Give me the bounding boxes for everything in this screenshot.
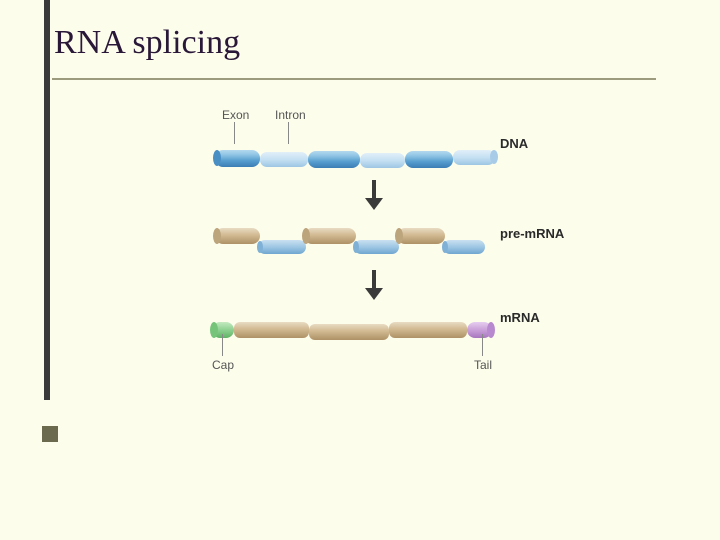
premrna-strand — [210, 218, 510, 268]
slide-corner-marker — [42, 426, 58, 442]
cap-label: Cap — [212, 358, 234, 372]
mrna-strand — [206, 312, 516, 348]
dna-strand — [210, 138, 510, 178]
title-underline — [52, 78, 656, 80]
exon-label: Exon — [222, 108, 249, 122]
slide-accent-bar — [44, 0, 50, 400]
tail-label: Tail — [474, 358, 492, 372]
splicing-diagram: Exon Intron DNA — [170, 120, 570, 420]
slide-title: RNA splicing — [54, 24, 240, 62]
cap-pointer — [222, 334, 223, 356]
arrow-2 — [365, 270, 383, 300]
arrow-1 — [365, 180, 383, 210]
tail-pointer — [482, 334, 483, 356]
intron-label: Intron — [275, 108, 306, 122]
